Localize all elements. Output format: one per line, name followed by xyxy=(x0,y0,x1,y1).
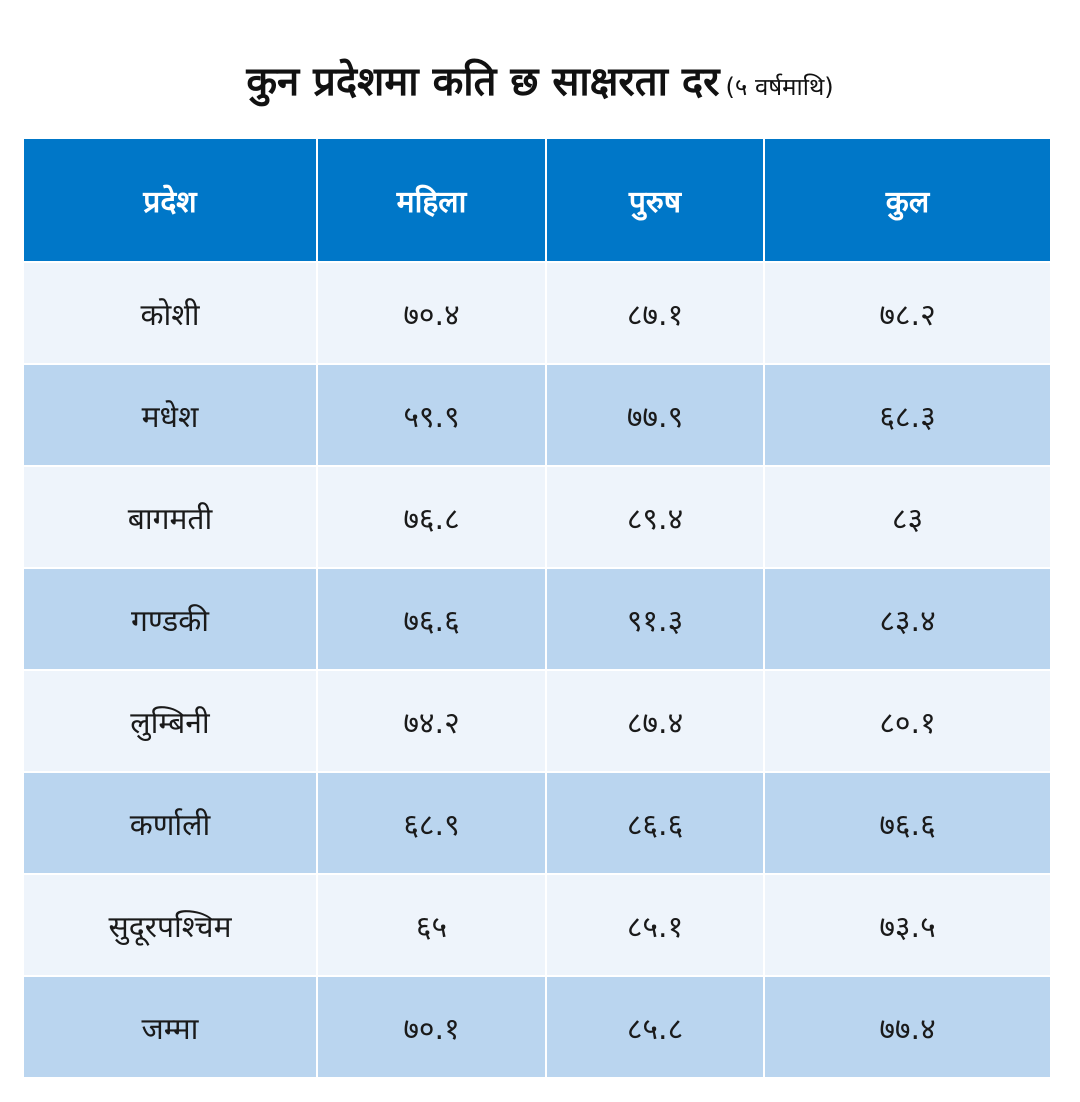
cell-male: ८५.१ xyxy=(546,874,765,977)
table-row: लुम्बिनी ७४.२ ८७.४ ८०.१ xyxy=(24,670,1050,773)
cell-total: ७३.५ xyxy=(764,874,1050,977)
cell-province: जम्मा xyxy=(24,976,318,1079)
cell-total: ८३.४ xyxy=(764,568,1050,671)
header-male: पुरुष xyxy=(546,139,765,263)
cell-province: कोशी xyxy=(24,262,318,365)
cell-male: ८५.८ xyxy=(546,976,765,1079)
cell-province: मधेश xyxy=(24,364,318,467)
table-row-total: जम्मा ७०.१ ८५.८ ७७.४ xyxy=(24,976,1050,1079)
cell-female: ७४.२ xyxy=(317,670,547,773)
cell-province: गण्डकी xyxy=(24,568,318,671)
header-total: कुल xyxy=(764,139,1050,263)
table-row: गण्डकी ७६.६ ९१.३ ८३.४ xyxy=(24,568,1050,671)
cell-female: ७०.१ xyxy=(317,976,547,1079)
cell-male: ८९.४ xyxy=(546,466,765,569)
cell-total: ८०.१ xyxy=(764,670,1050,773)
cell-female: ७०.४ xyxy=(317,262,547,365)
cell-province: सुदूरपश्चिम xyxy=(24,874,318,977)
header-province: प्रदेश xyxy=(24,139,318,263)
cell-female: ५९.९ xyxy=(317,364,547,467)
chart-title-main: कुन प्रदेशमा कति छ साक्षरता दर xyxy=(246,59,720,105)
cell-total: ७८.२ xyxy=(764,262,1050,365)
cell-female: ७६.६ xyxy=(317,568,547,671)
cell-province: कर्णाली xyxy=(24,772,318,875)
cell-total: ६८.३ xyxy=(764,364,1050,467)
header-female: महिला xyxy=(317,139,547,263)
cell-female: ७६.८ xyxy=(317,466,547,569)
cell-male: ८७.४ xyxy=(546,670,765,773)
cell-male: ९१.३ xyxy=(546,568,765,671)
cell-province: लुम्बिनी xyxy=(24,670,318,773)
literacy-table: प्रदेश महिला पुरुष कुल कोशी ७०.४ ८७.१ ७८… xyxy=(24,139,1050,1079)
cell-male: ८६.६ xyxy=(546,772,765,875)
cell-female: ६५ xyxy=(317,874,547,977)
cell-male: ७७.९ xyxy=(546,364,765,467)
table-row: कर्णाली ६८.९ ८६.६ ७६.६ xyxy=(24,772,1050,875)
table-row: सुदूरपश्चिम ६५ ८५.१ ७३.५ xyxy=(24,874,1050,977)
table-row: बागमती ७६.८ ८९.४ ८३ xyxy=(24,466,1050,569)
cell-total: ७६.६ xyxy=(764,772,1050,875)
cell-total: ८३ xyxy=(764,466,1050,569)
chart-title-sub: (५ वर्षमाथि) xyxy=(725,73,834,101)
table-row: कोशी ७०.४ ८७.१ ७८.२ xyxy=(24,262,1050,365)
table-header-row: प्रदेश महिला पुरुष कुल xyxy=(24,139,1050,263)
chart-title: कुन प्रदेशमा कति छ साक्षरता दर (५ वर्षमाथ… xyxy=(0,52,1080,107)
cell-female: ६८.९ xyxy=(317,772,547,875)
table-row: मधेश ५९.९ ७७.९ ६८.३ xyxy=(24,364,1050,467)
cell-male: ८७.१ xyxy=(546,262,765,365)
cell-total: ७७.४ xyxy=(764,976,1050,1079)
cell-province: बागमती xyxy=(24,466,318,569)
